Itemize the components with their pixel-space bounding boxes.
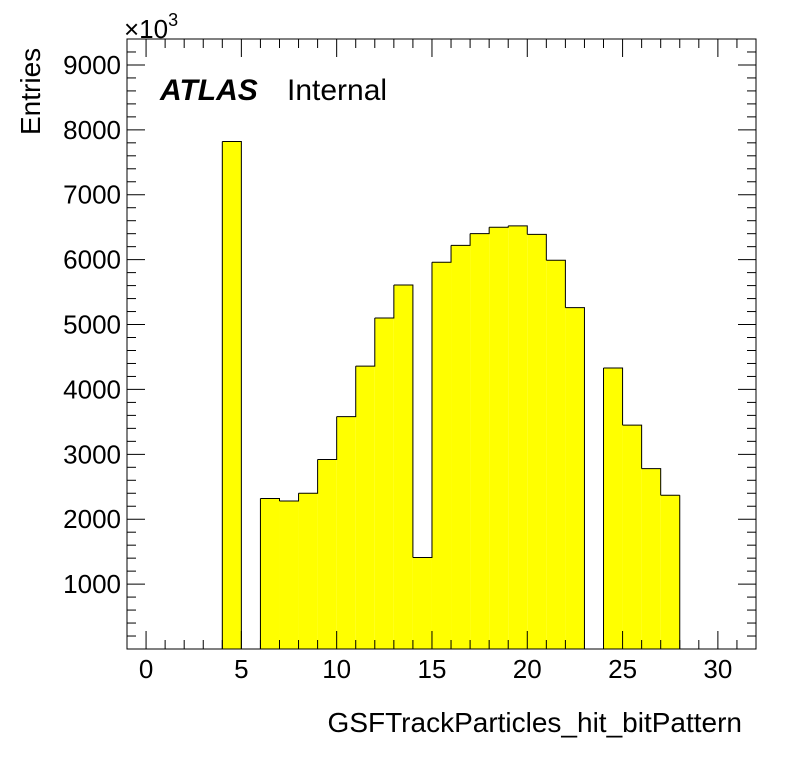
y-tick-label: 3000 [63, 439, 121, 469]
histogram-bin [222, 141, 242, 649]
y-axis-multiplier-exponent: 3 [168, 10, 178, 30]
histogram-bin [317, 459, 337, 649]
y-tick-label: 4000 [63, 374, 121, 404]
y-tick-label: 1000 [63, 569, 121, 599]
plot-frame [126, 38, 757, 650]
histogram-bars [221, 141, 681, 650]
x-tick-label: 30 [703, 654, 732, 684]
y-axis-title: Entries [15, 48, 46, 135]
histogram-bin [641, 468, 661, 649]
x-tick-label: 0 [139, 654, 153, 684]
x-tick-label: 15 [418, 654, 447, 684]
histogram-bin [412, 557, 432, 649]
histogram-bin [565, 307, 585, 649]
x-tick-label: 5 [234, 654, 248, 684]
x-axis-title: GSFTrackParticles_hit_bitPattern [328, 707, 742, 738]
histogram-bin [451, 245, 471, 650]
internal-label: Internal [287, 74, 387, 107]
x-tick-labels: 0 5 10 15 20 25 30 [139, 654, 733, 684]
y-tick-label: 7000 [63, 180, 121, 210]
x-tick-label: 25 [608, 654, 637, 684]
histogram-bin [260, 498, 280, 649]
histogram-bin [393, 284, 413, 649]
histogram-bin [298, 493, 318, 649]
x-tick-label: 10 [322, 654, 351, 684]
y-tick-label: 8000 [63, 115, 121, 145]
y-tick-label: 6000 [63, 245, 121, 275]
histogram-bin [527, 234, 547, 650]
histogram-bin [470, 233, 490, 649]
y-tick-labels: 1000 2000 3000 4000 5000 6000 7000 8000 9000 [63, 50, 121, 599]
histogram-bin [660, 495, 680, 649]
atlas-label: ATLAS [159, 74, 258, 107]
histogram-bin [489, 227, 509, 650]
histogram-bin [279, 501, 299, 649]
y-tick-label: 9000 [63, 50, 121, 80]
histogram-bin [622, 425, 642, 649]
histogram-bin [355, 366, 375, 649]
axis-ticks [127, 39, 756, 649]
x-tick-label: 20 [513, 654, 542, 684]
histogram-bin [431, 262, 452, 649]
histogram-outline [221, 141, 681, 649]
histogram-bin [336, 416, 356, 649]
histogram-bin [374, 318, 394, 649]
y-tick-label: 5000 [63, 310, 121, 340]
y-axis-multiplier: ×103 [124, 10, 178, 44]
histogram-bin [603, 368, 623, 649]
y-axis-multiplier-base: ×10 [124, 14, 168, 44]
histogram-bin [508, 225, 528, 649]
histogram-bin [546, 260, 566, 649]
y-tick-label: 2000 [63, 504, 121, 534]
